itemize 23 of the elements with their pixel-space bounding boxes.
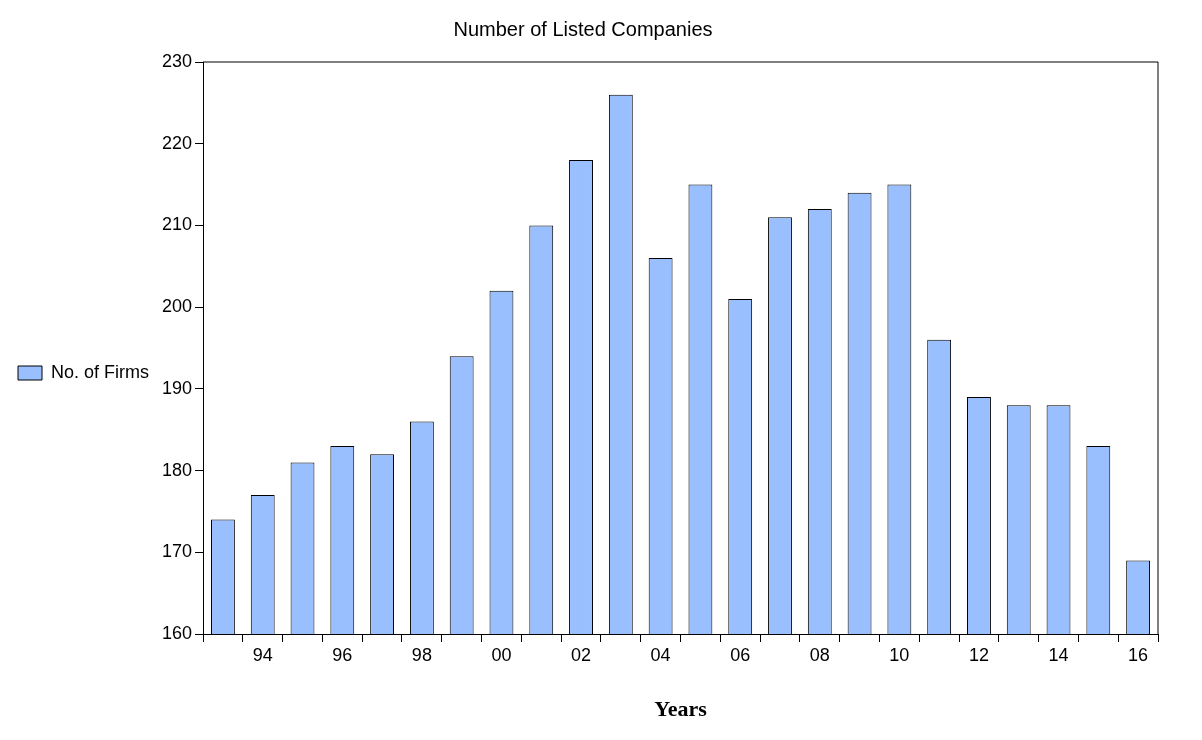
x-tick-label: 98 bbox=[411, 644, 432, 665]
x-tick-label: 00 bbox=[491, 644, 512, 665]
x-tick-label: 06 bbox=[730, 644, 751, 665]
x-tick-label: 96 bbox=[332, 644, 353, 665]
y-tick-label: 220 bbox=[161, 132, 193, 153]
y-tick-label: 200 bbox=[161, 296, 193, 317]
y-tick-label: 160 bbox=[161, 622, 193, 643]
x-tick-label: 16 bbox=[1128, 644, 1149, 665]
x-tick-label: 10 bbox=[889, 644, 910, 665]
y-tick-label: 210 bbox=[161, 214, 193, 235]
x-axis-title: Years bbox=[654, 696, 708, 722]
x-tick-label: 94 bbox=[252, 644, 273, 665]
x-tick-label: 12 bbox=[968, 644, 989, 665]
legend-label: No. of Firms bbox=[51, 361, 150, 382]
x-tick-label: 04 bbox=[650, 644, 671, 665]
x-tick-label: 02 bbox=[571, 644, 592, 665]
y-tick-label: 180 bbox=[161, 459, 193, 480]
x-tick-label: 14 bbox=[1048, 644, 1069, 665]
y-tick-label: 230 bbox=[161, 50, 193, 71]
chart-title: Number of Listed Companies bbox=[453, 17, 713, 40]
y-tick-label: 190 bbox=[161, 377, 193, 398]
y-tick-label: 170 bbox=[161, 541, 193, 562]
x-tick-label: 08 bbox=[809, 644, 830, 665]
